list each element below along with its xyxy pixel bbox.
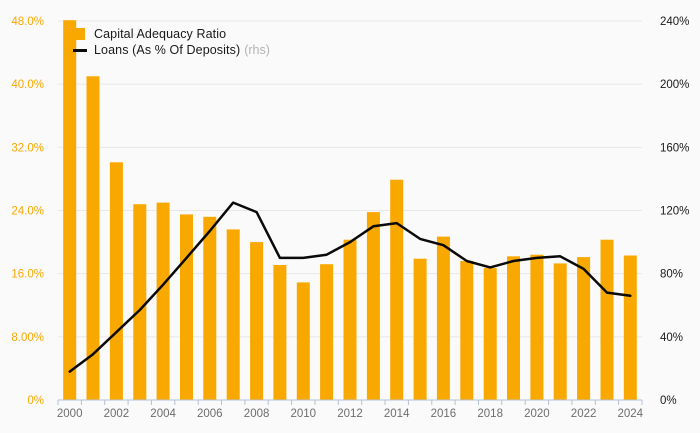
bar-2002	[109, 162, 123, 400]
legend-item-capital-adequacy-ratio[interactable]: Capital Adequacy Ratio	[73, 26, 270, 42]
x-axis-label-2010: 2010	[291, 408, 317, 420]
x-axis-label-2018: 2018	[477, 408, 503, 420]
bar-2022	[577, 257, 591, 400]
line-series-swatch-icon	[73, 48, 87, 52]
x-axis-label-2000: 2000	[57, 408, 83, 420]
x-axis-label-2014: 2014	[384, 408, 410, 420]
bar-2007	[226, 229, 240, 400]
bar-2003	[133, 204, 147, 400]
left-axis-label-40.0%: 40.0%	[11, 79, 44, 91]
right-axis-label-40%: 40%	[660, 332, 683, 344]
x-axis-label-2024: 2024	[618, 408, 644, 420]
loans-deposits-line	[68, 201, 632, 373]
legend-item-loans-deposits[interactable]: Loans (As % Of Deposits) (rhs)	[73, 42, 270, 58]
bar-2001	[86, 76, 100, 401]
legend-line-series-label: Loans (As % Of Deposits)	[94, 43, 241, 57]
bar-2020	[530, 254, 544, 400]
bar-2005	[180, 214, 193, 400]
bar-2019	[507, 256, 520, 400]
bar-2008	[250, 242, 264, 400]
x-axis-label-2022: 2022	[571, 408, 597, 420]
x-axis-label-2008: 2008	[244, 408, 270, 420]
bar-2018	[483, 268, 497, 400]
right-axis-label-200%: 200%	[660, 79, 689, 91]
bar-2006	[203, 216, 217, 400]
x-axis-label-2002: 2002	[104, 408, 130, 420]
bar-2013	[366, 212, 380, 400]
legend: Capital Adequacy Ratio Loans (As % Of De…	[73, 26, 270, 58]
x-axis-label-2020: 2020	[524, 408, 550, 420]
bar-2012	[343, 239, 357, 400]
bar-2011	[320, 264, 334, 400]
x-axis-label-2006: 2006	[197, 408, 223, 420]
left-axis-label-32.0%: 32.0%	[11, 142, 44, 154]
x-axis-label-2012: 2012	[337, 408, 363, 420]
right-axis-label-240%: 240%	[660, 16, 689, 28]
right-axis-label-120%: 120%	[660, 206, 689, 218]
right-axis-label-80%: 80%	[660, 269, 683, 281]
right-axis-label-0%: 0%	[660, 395, 677, 407]
right-axis-label-160%: 160%	[660, 142, 689, 154]
bar-2000	[63, 20, 77, 400]
bar-2009	[273, 265, 287, 400]
bar-2010	[296, 282, 310, 400]
left-axis-label-16.0%: 16.0%	[11, 269, 44, 281]
legend-bar-series-label: Capital Adequacy Ratio	[94, 27, 227, 41]
bar-2023	[600, 239, 614, 400]
bar-2016	[436, 236, 450, 400]
x-axis-label-2016: 2016	[431, 408, 457, 420]
bar-2017	[460, 261, 474, 400]
bar-2004	[156, 202, 170, 400]
bar-2014	[390, 179, 404, 400]
bar-2024	[623, 255, 637, 400]
left-axis-label-0%: 0%	[27, 395, 44, 407]
x-axis-label-2004: 2004	[150, 408, 176, 420]
bar-2021	[553, 263, 567, 400]
bar-series-swatch-icon	[73, 28, 85, 40]
left-axis-label-48.0%: 48.0%	[11, 16, 44, 28]
bar-2015	[413, 258, 427, 400]
left-axis-label-8.00%: 8.00%	[11, 332, 44, 344]
legend-rhs-suffix: (rhs)	[244, 43, 270, 57]
left-axis-label-24.0%: 24.0%	[11, 206, 44, 218]
